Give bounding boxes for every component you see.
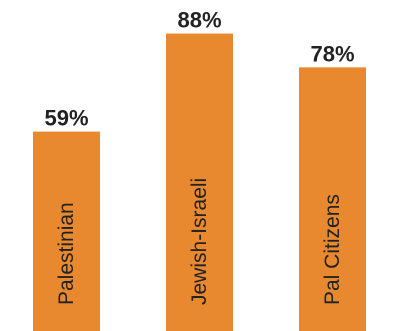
value-label-2: 78% <box>310 41 354 66</box>
category-label-2: Pal Citizens <box>321 194 344 305</box>
category-label-1: Jewish-Israeli <box>188 178 211 305</box>
category-label-0: Palestinian <box>55 202 78 305</box>
bar-jewish-israeli <box>166 33 233 331</box>
value-label-0: 59% <box>44 106 88 131</box>
bar-pal-citizens <box>299 67 366 331</box>
value-label-1: 88% <box>177 8 221 33</box>
bar-palestinian <box>33 131 100 331</box>
